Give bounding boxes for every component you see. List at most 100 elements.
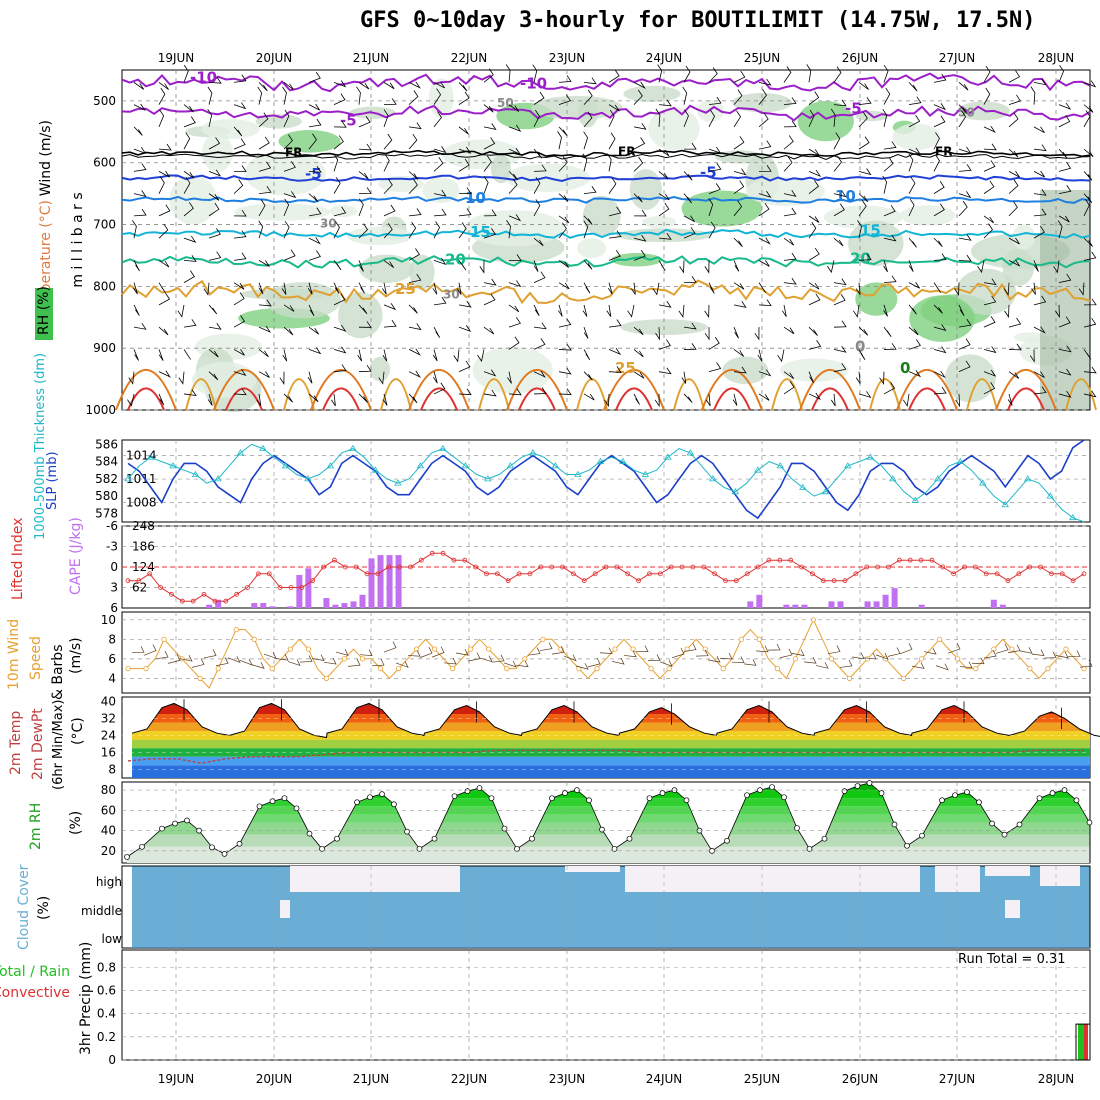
rh-marker xyxy=(159,825,165,832)
wind-barb xyxy=(408,178,418,194)
wind-barb-10m xyxy=(1043,651,1057,659)
wind-barb xyxy=(1008,179,1019,194)
wind-barb xyxy=(127,393,135,407)
wind-barb xyxy=(583,111,593,128)
wind-barb xyxy=(128,371,135,385)
wind-barb xyxy=(783,66,792,83)
wind-barb xyxy=(908,147,922,155)
wind-barb xyxy=(908,115,921,128)
rh-marker xyxy=(293,805,300,812)
cloud-level-label: high xyxy=(96,875,122,889)
wind-speed-marker xyxy=(143,666,149,672)
lifted-index-marker xyxy=(147,571,153,577)
wind-barb xyxy=(808,215,820,223)
rh-marker xyxy=(626,835,633,842)
temp-contour-35 xyxy=(713,387,751,411)
wind-barb xyxy=(858,136,870,150)
wind-barb xyxy=(358,304,368,315)
wind-barb xyxy=(358,282,365,294)
wind-barb xyxy=(533,304,540,316)
wind-barb xyxy=(1078,282,1085,296)
rh-axis-label-1: 2m RH xyxy=(28,803,44,850)
wind-barb xyxy=(783,326,795,335)
precip-legend-total: Total / Rain xyxy=(0,964,70,980)
wind-barb xyxy=(233,388,247,396)
wind-barb xyxy=(483,209,497,217)
precip-tick-label: 0.2 xyxy=(97,1030,116,1044)
wind-barb xyxy=(883,304,888,317)
wind-barb xyxy=(208,322,222,330)
wind-barb xyxy=(583,131,589,150)
rh-marker xyxy=(1001,831,1008,838)
wind-barb xyxy=(705,393,711,407)
wind-speed-marker xyxy=(287,646,293,652)
temp-axis-label-3: (6hr Min/Max) xyxy=(51,700,66,790)
top-date-label: 20JUN xyxy=(256,51,293,65)
wind-barb xyxy=(783,135,794,150)
lifted-index-line xyxy=(128,552,1085,602)
thickness-axis-label: 1000-500mb Thickness (dm) xyxy=(33,353,48,540)
rh-shade xyxy=(696,99,725,123)
rh-marker xyxy=(549,795,555,802)
wind-barb xyxy=(508,336,520,350)
wind-barb xyxy=(808,109,815,128)
wind-speed-marker xyxy=(504,666,510,672)
wind-barb xyxy=(183,64,189,83)
wind-barb xyxy=(1055,304,1060,319)
wind-barb xyxy=(408,348,421,356)
wind-barb xyxy=(733,282,745,290)
wind-barb xyxy=(1083,349,1092,360)
thickness-marker xyxy=(709,475,717,482)
temp-axis-label-1: 2m Temp xyxy=(8,711,24,775)
wind-barb-10m xyxy=(491,654,505,663)
wind-barb xyxy=(1008,317,1022,328)
wind-barb xyxy=(1083,298,1097,306)
wind-barb xyxy=(758,299,772,307)
wind-barb xyxy=(307,371,313,384)
wind-barb xyxy=(830,393,836,407)
wind-axis-label-2: Speed xyxy=(28,636,44,680)
wind-barb xyxy=(908,282,920,289)
freezing-line xyxy=(121,153,1091,161)
thickness-marker xyxy=(529,449,537,456)
thickness-marker xyxy=(236,449,245,456)
lifted-index-marker xyxy=(603,564,609,570)
wind-barb xyxy=(608,109,615,128)
wind-barb xyxy=(783,277,797,285)
contour-label: 30 xyxy=(320,217,337,231)
wind-barb-10m xyxy=(671,647,685,658)
rh-marker xyxy=(367,794,373,801)
wind-speed-marker xyxy=(937,636,943,642)
wind-barb xyxy=(283,134,293,150)
wind-barb xyxy=(158,326,169,336)
wind-barb xyxy=(158,143,172,151)
wind-barb xyxy=(1008,70,1021,83)
wind-barb xyxy=(333,282,340,294)
wind-barb xyxy=(433,157,444,172)
wind-barb xyxy=(1057,220,1063,239)
wind-barb xyxy=(683,171,693,181)
wind-barb xyxy=(1008,94,1022,105)
wind-speed-marker xyxy=(197,675,203,681)
lifted-index-axis-label: Lifted Index xyxy=(10,518,26,600)
thickness-marker xyxy=(461,462,470,469)
wind-barb xyxy=(758,190,772,198)
lifted-index-marker xyxy=(364,571,370,577)
wind-barb xyxy=(708,96,722,106)
wind-barb xyxy=(833,203,845,217)
contour-label: -10 xyxy=(520,75,547,93)
lifted-index-marker xyxy=(136,578,142,584)
lifted-index-marker xyxy=(744,571,750,577)
wind-barb xyxy=(1083,148,1094,158)
wind-barb xyxy=(758,165,772,172)
wind-barb-10m xyxy=(563,654,577,662)
wind-barb-10m xyxy=(1019,647,1033,654)
wind-barb xyxy=(657,64,663,83)
wind-barb xyxy=(958,82,969,91)
wind-speed-marker xyxy=(756,636,762,642)
wind-barb xyxy=(432,282,438,295)
wind-barb xyxy=(331,393,336,407)
wind-barb xyxy=(378,371,385,385)
wind-barb xyxy=(381,282,387,295)
wind-barb-10m xyxy=(359,649,373,656)
